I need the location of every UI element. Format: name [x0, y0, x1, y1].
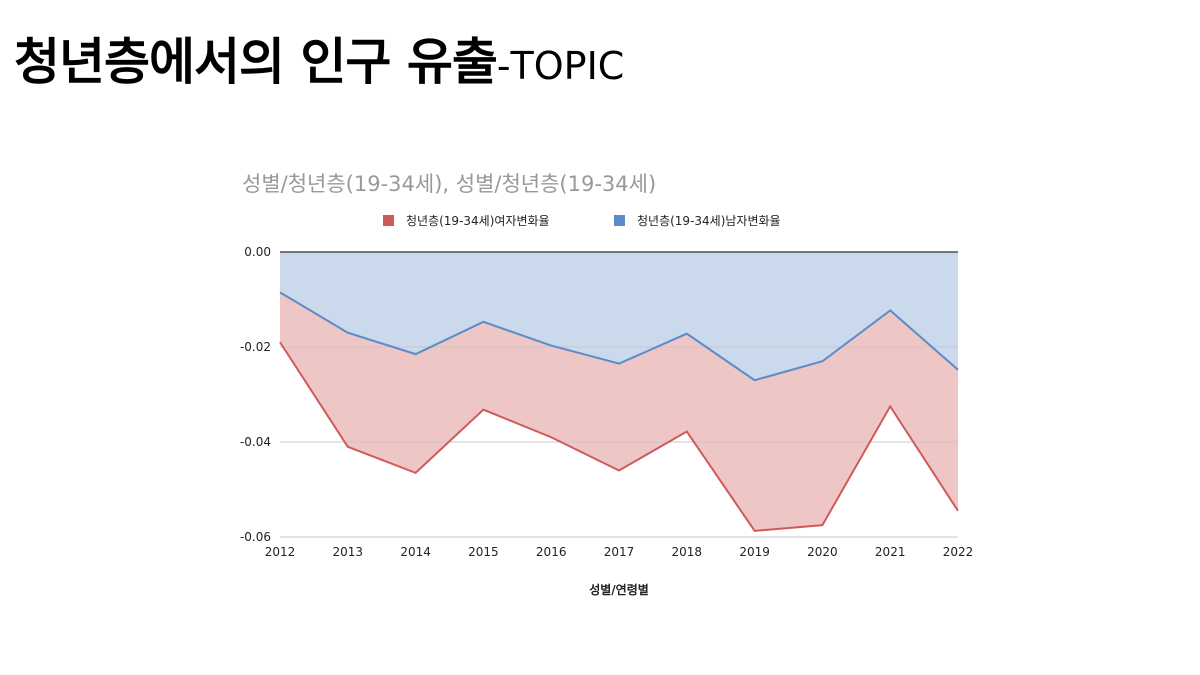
y-tick-label: -0.04 — [240, 435, 271, 449]
x-tick-label: 2014 — [400, 545, 431, 559]
x-tick-label: 2012 — [265, 545, 296, 559]
male-area-fill — [280, 252, 958, 381]
legend-label-female: 청년층(19-34세)여자변화율 — [406, 214, 550, 228]
slide-title-suffix: -TOPIC — [496, 44, 625, 88]
x-tick-label: 2021 — [875, 545, 906, 559]
legend-swatch-female — [383, 215, 394, 226]
x-tick-label: 2022 — [943, 545, 974, 559]
y-tick-label: -0.02 — [240, 340, 271, 354]
x-tick-label: 2015 — [468, 545, 499, 559]
slide-title: 청년층에서의 인구 유출-TOPIC — [14, 22, 624, 94]
x-tick-label: 2016 — [536, 545, 567, 559]
male-series-line — [279, 291, 959, 382]
x-tick-label: 2018 — [672, 545, 703, 559]
x-axis-title: 성별/연령별 — [589, 582, 649, 597]
y-tick-label: 0.00 — [244, 245, 271, 259]
legend-swatch-male — [614, 215, 625, 226]
x-tick-label: 2019 — [739, 545, 770, 559]
x-tick-label: 2020 — [807, 545, 838, 559]
female-series-line — [279, 341, 959, 532]
slide-title-main: 청년층에서의 인구 유출 — [14, 33, 498, 91]
legend-label-male: 청년층(19-34세)남자변화율 — [637, 214, 781, 228]
y-tick-label: -0.06 — [240, 530, 271, 544]
x-tick-label: 2013 — [333, 545, 364, 559]
chart-title: 성별/청년층(19-34세), 성별/청년층(19-34세) — [242, 172, 656, 196]
x-tick-label: 2017 — [604, 545, 635, 559]
female-area-fill — [280, 292, 958, 531]
legend: 청년층(19-34세)여자변화율 청년층(19-34세)남자변화율 — [383, 214, 781, 228]
